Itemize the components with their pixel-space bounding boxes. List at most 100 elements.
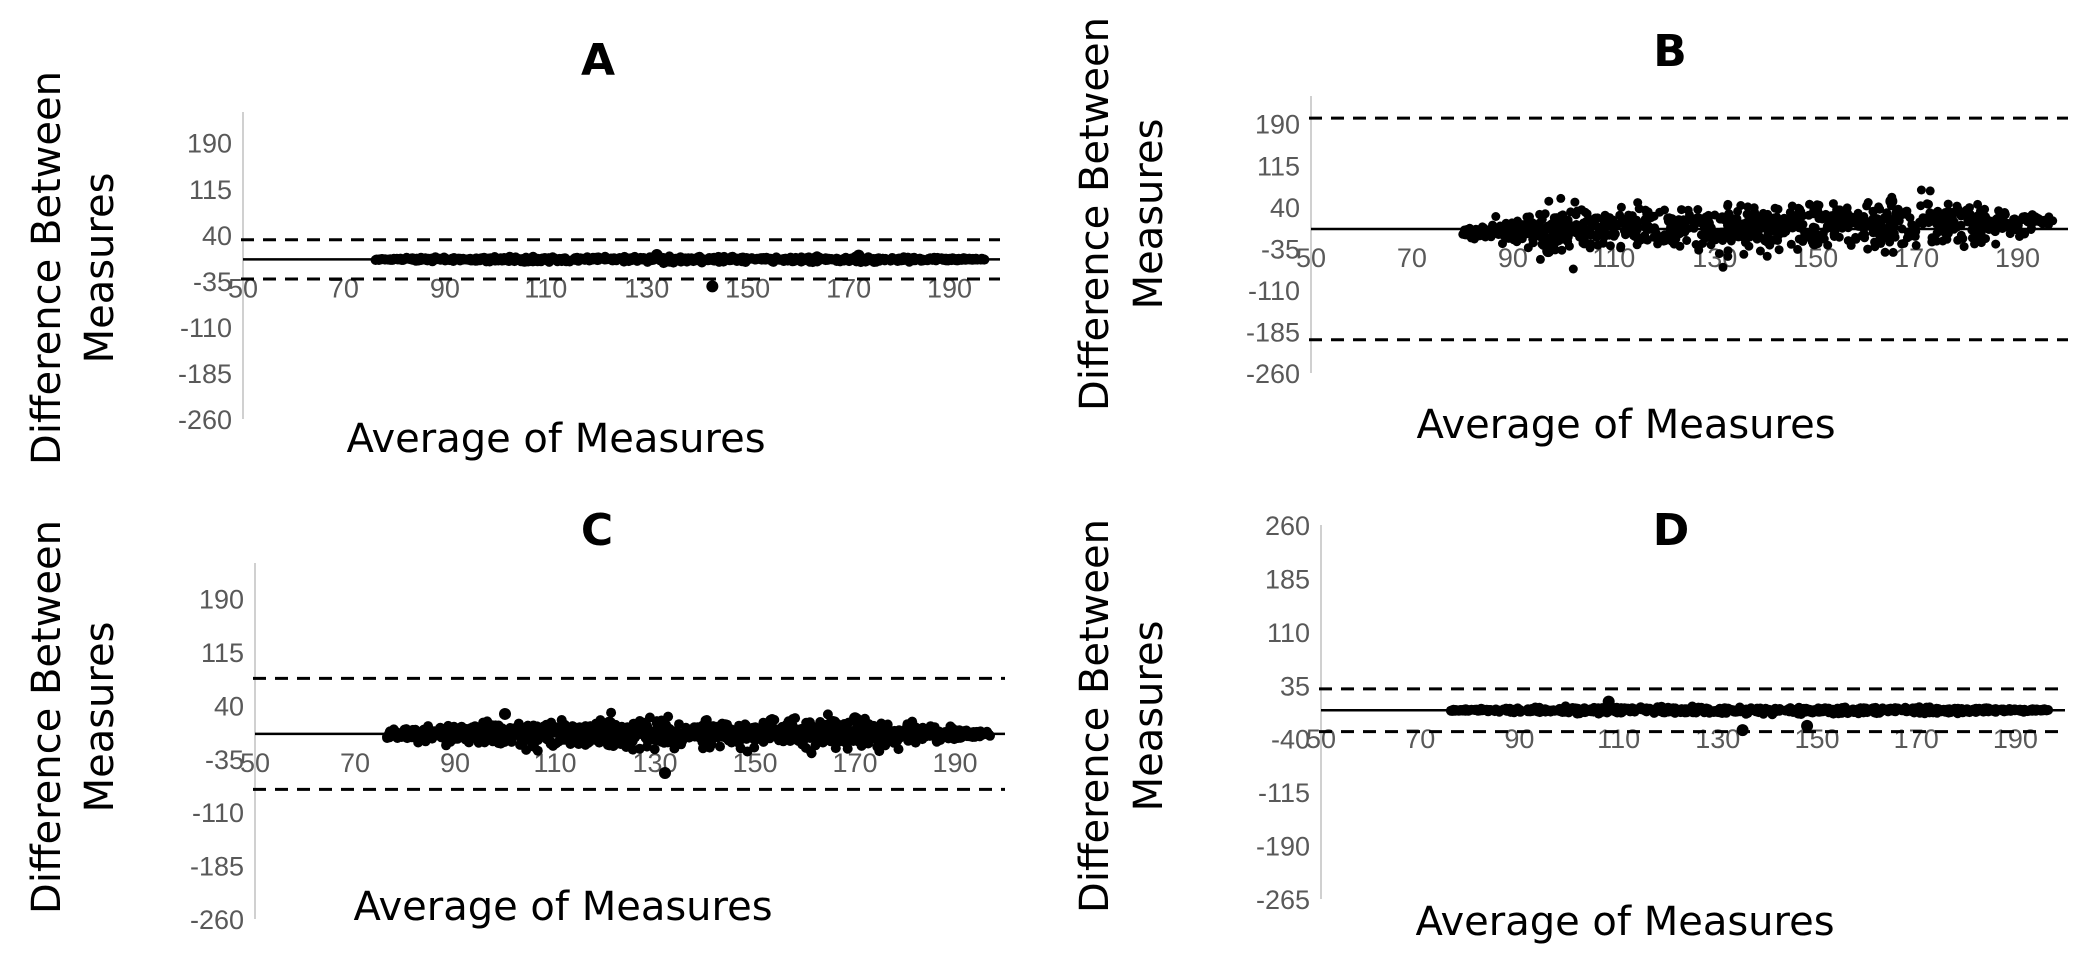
y-tick-label: -265 xyxy=(1256,885,1310,915)
chart-title: C xyxy=(581,505,613,556)
data-point xyxy=(1908,222,1918,232)
y-tick-label: 185 xyxy=(1265,564,1310,594)
x-tick-label: 190 xyxy=(1995,243,2040,273)
data-point xyxy=(1579,224,1589,234)
data-point xyxy=(1645,224,1654,234)
data-point xyxy=(594,737,605,748)
x-tick-label: 50 xyxy=(1306,724,1336,754)
x-tick-label: 110 xyxy=(1597,724,1640,754)
data-point xyxy=(686,728,697,738)
data-point xyxy=(1607,230,1617,240)
data-point xyxy=(2027,705,2038,716)
chart-title: A xyxy=(581,35,615,86)
data-point xyxy=(1916,185,1926,195)
data-point xyxy=(2027,223,2036,233)
data-point xyxy=(1718,262,1728,272)
data-point xyxy=(1858,223,1868,233)
data-point xyxy=(557,718,568,729)
data-point xyxy=(698,743,708,754)
data-point xyxy=(1663,706,1674,717)
data-point xyxy=(1580,207,1590,217)
data-point xyxy=(1762,251,1772,261)
y-tick-label: -185 xyxy=(1246,317,1300,347)
data-point xyxy=(1794,707,1805,718)
data-point xyxy=(1652,702,1663,713)
data-point xyxy=(1769,235,1779,245)
data-point xyxy=(723,254,734,265)
data-point xyxy=(1632,217,1642,227)
x-axis-label: Average of Measures xyxy=(346,416,765,462)
data-point xyxy=(903,723,914,734)
data-point xyxy=(706,739,717,750)
y-tick-label: -260 xyxy=(190,905,244,935)
data-point xyxy=(658,258,669,269)
data-point xyxy=(1721,706,1732,717)
data-point xyxy=(715,741,725,752)
data-point xyxy=(1962,704,1972,715)
data-point xyxy=(1660,205,1669,215)
data-point xyxy=(1634,204,1644,214)
data-point xyxy=(878,739,889,750)
data-point xyxy=(2009,214,2019,224)
data-point xyxy=(1675,229,1685,239)
data-point xyxy=(1882,210,1892,220)
data-point xyxy=(868,722,879,733)
data-point xyxy=(893,744,904,755)
data-point xyxy=(860,727,871,738)
data-point xyxy=(1815,706,1826,717)
data-point xyxy=(1832,703,1843,714)
outlier-point xyxy=(650,249,663,262)
data-point xyxy=(911,729,922,740)
data-point xyxy=(1736,201,1746,210)
data-point xyxy=(1726,236,1736,246)
data-point xyxy=(1842,708,1853,719)
data-point xyxy=(1851,232,1860,242)
data-point xyxy=(565,732,576,743)
data-point xyxy=(1551,213,1561,223)
data-point xyxy=(1785,216,1795,226)
data-point xyxy=(1640,217,1650,227)
y-tick-label: 110 xyxy=(1267,618,1310,648)
data-point xyxy=(1667,222,1677,232)
data-point xyxy=(421,255,432,265)
data-point xyxy=(702,255,713,266)
data-point xyxy=(523,722,534,733)
data-point xyxy=(1693,205,1703,214)
data-point xyxy=(1891,208,1901,217)
data-point xyxy=(1739,249,1749,259)
data-point xyxy=(649,744,660,755)
x-axis-label: Average of Measures xyxy=(1416,402,1835,448)
data-point xyxy=(1753,220,1763,230)
data-point xyxy=(920,731,931,742)
x-tick-label: 170 xyxy=(1894,724,1939,754)
data-point xyxy=(1942,234,1952,244)
data-point xyxy=(1851,212,1861,222)
y-tick-label: -260 xyxy=(1246,359,1300,389)
data-point xyxy=(1616,202,1626,212)
data-point xyxy=(543,731,554,742)
data-point xyxy=(931,726,942,737)
data-point xyxy=(647,731,658,742)
data-point xyxy=(1927,237,1937,247)
data-point xyxy=(1723,251,1733,261)
data-point xyxy=(1761,218,1771,228)
data-point xyxy=(465,253,476,264)
data-point xyxy=(1534,220,1544,229)
data-point xyxy=(1943,199,1953,209)
data-point xyxy=(1738,219,1748,229)
data-point xyxy=(1632,240,1642,250)
data-point xyxy=(1459,225,1469,235)
y-tick-label: -110 xyxy=(192,798,244,828)
data-point xyxy=(1473,230,1483,240)
data-point xyxy=(748,725,759,736)
scatter-points xyxy=(382,707,995,780)
data-point xyxy=(952,254,962,265)
y-tick-label: 190 xyxy=(187,129,232,159)
data-point xyxy=(740,729,751,740)
data-point xyxy=(384,726,395,737)
data-point xyxy=(498,254,509,265)
data-point xyxy=(1575,232,1585,242)
data-point xyxy=(1664,213,1674,223)
data-point xyxy=(696,730,707,741)
